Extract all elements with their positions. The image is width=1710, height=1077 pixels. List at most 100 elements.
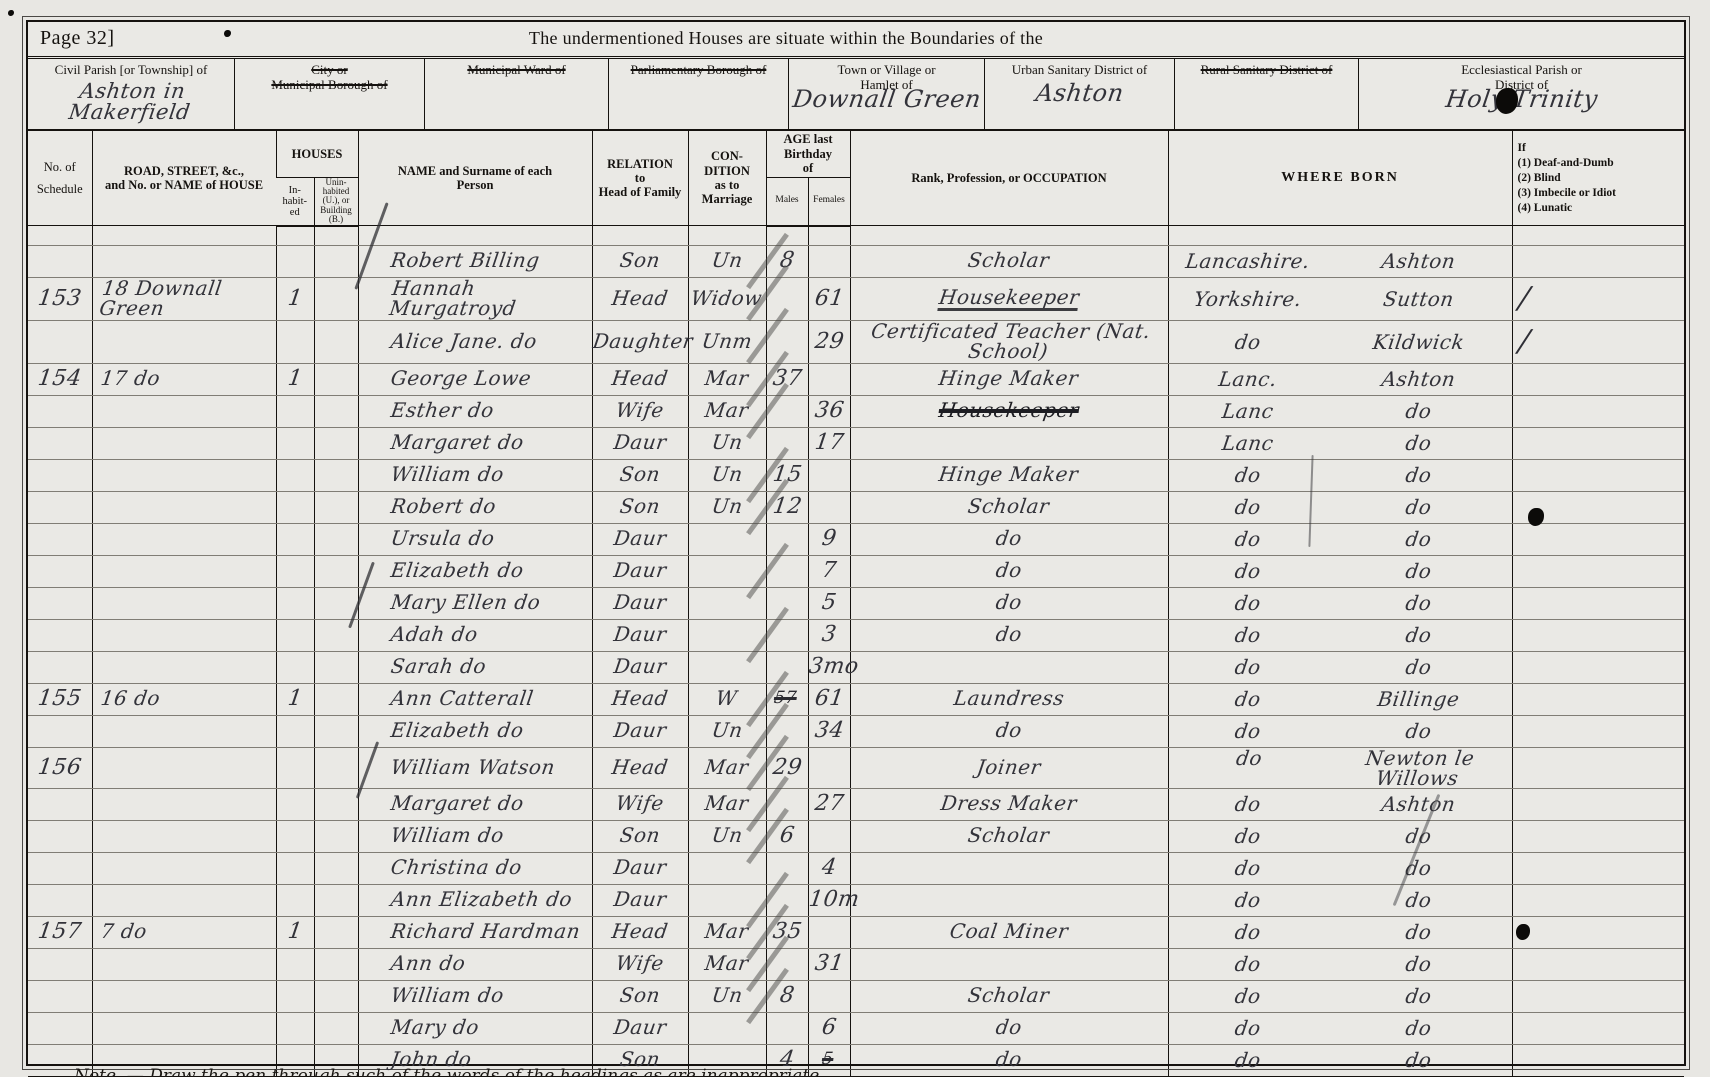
handwritten-text: Coal Miner bbox=[948, 919, 1070, 944]
geo-cell-municipal-borough: City or Municipal Borough of bbox=[234, 59, 424, 129]
handwritten-text: do bbox=[1232, 920, 1262, 945]
handwritten-text: William Watson bbox=[388, 754, 557, 779]
cell-schedule bbox=[28, 555, 92, 588]
cell-where-born: do do bbox=[1167, 916, 1512, 949]
handwritten-text: Un bbox=[709, 462, 745, 487]
handwritten-text: do bbox=[1232, 527, 1262, 552]
ink-blot bbox=[1516, 924, 1530, 940]
handwritten-text: Hannah Murgatroyd bbox=[387, 275, 518, 320]
cell-age-females: 27 bbox=[807, 788, 850, 821]
table-row: 156 William Watson Head Mar 29 Joiner do Newton… bbox=[28, 745, 1684, 790]
cell-condition: Un bbox=[687, 980, 766, 1013]
table-row: Elizabeth do Daur Un 34 do do do bbox=[28, 715, 1684, 748]
cell-inhabited bbox=[275, 980, 314, 1013]
cell-inhabited: 1 bbox=[275, 916, 314, 949]
cell-address bbox=[91, 225, 276, 246]
paper-speck bbox=[224, 30, 231, 37]
table-row: Elizabeth do Daur 7 do do do bbox=[28, 555, 1684, 588]
cell-address bbox=[91, 320, 276, 364]
handwritten-text: Son bbox=[618, 823, 662, 848]
handwritten-text: 156 bbox=[36, 754, 84, 780]
handwritten-text: 7 bbox=[820, 558, 839, 584]
cell-schedule bbox=[28, 320, 92, 364]
cell-name: Robert do bbox=[357, 491, 592, 524]
cell-occupation bbox=[849, 225, 1168, 246]
geo-label-struck: Parliamentary Borough of bbox=[630, 62, 767, 77]
handwritten-text: do bbox=[994, 1015, 1024, 1040]
page-title: The undermentioned Houses are situate wi… bbox=[528, 28, 1044, 48]
cell-name: Adah do bbox=[357, 619, 592, 652]
cell-age-males bbox=[765, 427, 808, 460]
handwritten-text: do bbox=[1232, 792, 1262, 817]
handwritten-text: 5 bbox=[820, 590, 839, 616]
where-born-wrap: do do bbox=[1169, 559, 1512, 584]
handwritten-text: Mar bbox=[703, 791, 751, 816]
cell-address bbox=[91, 852, 276, 885]
handwritten-text: 16 do bbox=[98, 686, 162, 711]
handwritten-text: Joiner bbox=[975, 754, 1043, 779]
handwritten-text: 61 bbox=[812, 285, 846, 311]
handwritten-text: 57 bbox=[772, 688, 799, 709]
cell-occupation: do bbox=[849, 555, 1168, 588]
boundaries-header: Civil Parish [or Township] of Ashton in … bbox=[28, 59, 1684, 131]
cell-address bbox=[91, 395, 276, 428]
where-born-wrap: do do bbox=[1169, 1048, 1512, 1072]
geo-cell-municipal-ward: Municipal Ward of bbox=[424, 59, 608, 129]
handwritten-text: 27 bbox=[812, 791, 846, 817]
cell-name: Margaret do bbox=[357, 788, 592, 821]
cell-inhabited bbox=[275, 245, 314, 278]
cell-condition bbox=[687, 587, 766, 620]
cell-uninhabited bbox=[313, 916, 358, 949]
census-table: No. of Schedule ROAD, STREET, &c., and N… bbox=[28, 131, 1684, 1077]
cell-age-females bbox=[807, 916, 850, 949]
cell-condition bbox=[687, 852, 766, 885]
cell-address bbox=[91, 523, 276, 556]
handwritten-text: do bbox=[1404, 559, 1434, 584]
cell-relation: Son bbox=[591, 459, 688, 492]
cell-uninhabited bbox=[313, 427, 358, 460]
handwritten-text: Esther do bbox=[388, 398, 496, 423]
handwritten-text: Un bbox=[709, 823, 745, 848]
handwritten-text: 17 do bbox=[98, 366, 162, 391]
handwritten-text: do bbox=[1234, 745, 1264, 770]
cell-where-born: do do bbox=[1167, 523, 1512, 556]
handwritten-text: Mar bbox=[703, 366, 751, 391]
cell-relation: Daur bbox=[591, 651, 688, 684]
cell-uninhabited bbox=[313, 245, 358, 278]
cell-name: Elizabeth do bbox=[357, 715, 592, 748]
cell-uninhabited bbox=[313, 587, 358, 620]
handwritten-text: Son bbox=[618, 983, 662, 1008]
handwritten-text: Ashton bbox=[1380, 367, 1458, 392]
geo-label-struck: City or Municipal Borough of bbox=[271, 62, 388, 93]
cell-uninhabited bbox=[313, 884, 358, 917]
cell-inhabited bbox=[275, 491, 314, 524]
cell-disability bbox=[1511, 523, 1684, 556]
cell-age-females bbox=[807, 491, 850, 524]
handwritten-text: 153 bbox=[36, 285, 84, 311]
handwritten-text: 154 bbox=[36, 366, 84, 392]
handwritten-text: Son bbox=[618, 248, 662, 273]
handwritten-text: Daur bbox=[612, 558, 668, 583]
cell-name: George Lowe bbox=[357, 363, 592, 396]
cell-occupation: Coal Miner bbox=[849, 916, 1168, 949]
cell-uninhabited bbox=[313, 523, 358, 556]
cell-disability bbox=[1511, 363, 1684, 396]
cell-where-born: do do bbox=[1167, 715, 1512, 748]
table-row: Esther do Wife Mar 36 Housekeeper Lanc do bbox=[28, 395, 1684, 428]
cell-age-males bbox=[765, 651, 808, 684]
cell-address bbox=[91, 555, 276, 588]
cell-disability bbox=[1511, 395, 1684, 428]
cell-occupation: Scholar bbox=[849, 245, 1168, 278]
cell-relation: Head bbox=[591, 916, 688, 949]
handwritten-text: Mar bbox=[703, 398, 751, 423]
cell-schedule: 155 bbox=[28, 683, 92, 716]
table-row: 157 7 do 1 Richard Hardman Head Mar 35 Coal Min… bbox=[28, 916, 1684, 949]
cell-occupation: Scholar bbox=[849, 980, 1168, 1013]
handwritten-text: Scholar bbox=[966, 983, 1052, 1008]
cell-schedule bbox=[28, 715, 92, 748]
cell-condition: Unm bbox=[687, 320, 766, 364]
cell-where-born: do Ashton bbox=[1167, 788, 1512, 821]
cell-disability bbox=[1511, 884, 1684, 917]
cell-disability: ∕ bbox=[1511, 320, 1684, 364]
cell-schedule bbox=[28, 651, 92, 684]
